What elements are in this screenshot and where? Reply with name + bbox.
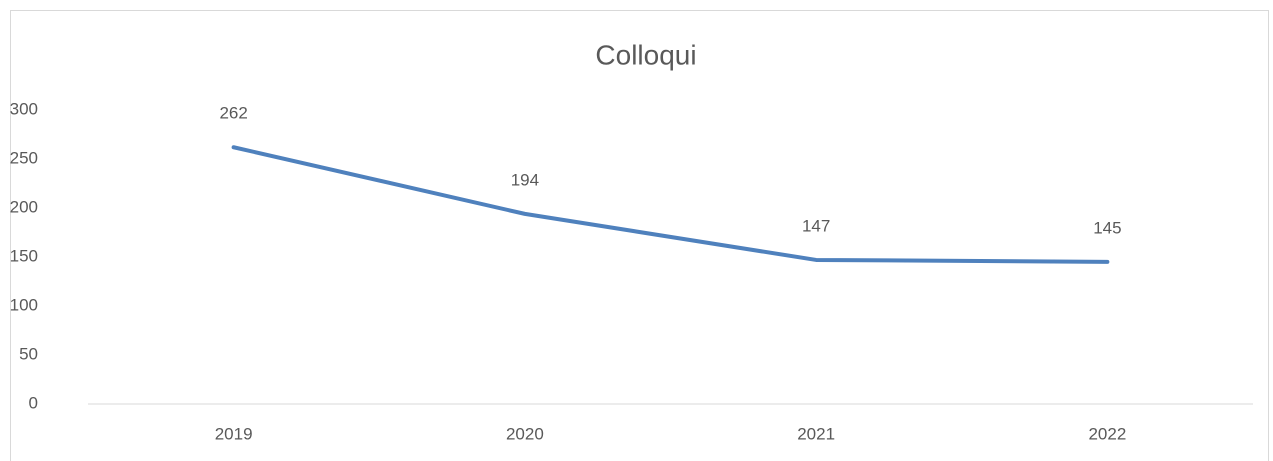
- x-tick-label: 2021: [797, 424, 835, 443]
- x-tick-label: 2019: [215, 424, 253, 443]
- y-tick-label: 50: [19, 344, 38, 363]
- data-label: 147: [802, 216, 830, 235]
- chart-title: Colloqui: [595, 39, 696, 70]
- data-label: 194: [511, 170, 539, 189]
- line: [231, 145, 1110, 264]
- y-tick-label: 200: [10, 197, 38, 216]
- y-tick-label: 150: [10, 246, 38, 265]
- y-tick-label: 300: [10, 99, 38, 118]
- x-tick-label: 2020: [506, 424, 544, 443]
- y-tick-label: 250: [10, 148, 38, 167]
- y-tick-label: 100: [10, 295, 38, 314]
- data-label: 262: [219, 104, 247, 123]
- x-tick-label: 2022: [1088, 424, 1126, 443]
- data-label: 145: [1093, 218, 1121, 237]
- y-tick-label: 0: [29, 393, 38, 412]
- chart-border: [10, 10, 1269, 461]
